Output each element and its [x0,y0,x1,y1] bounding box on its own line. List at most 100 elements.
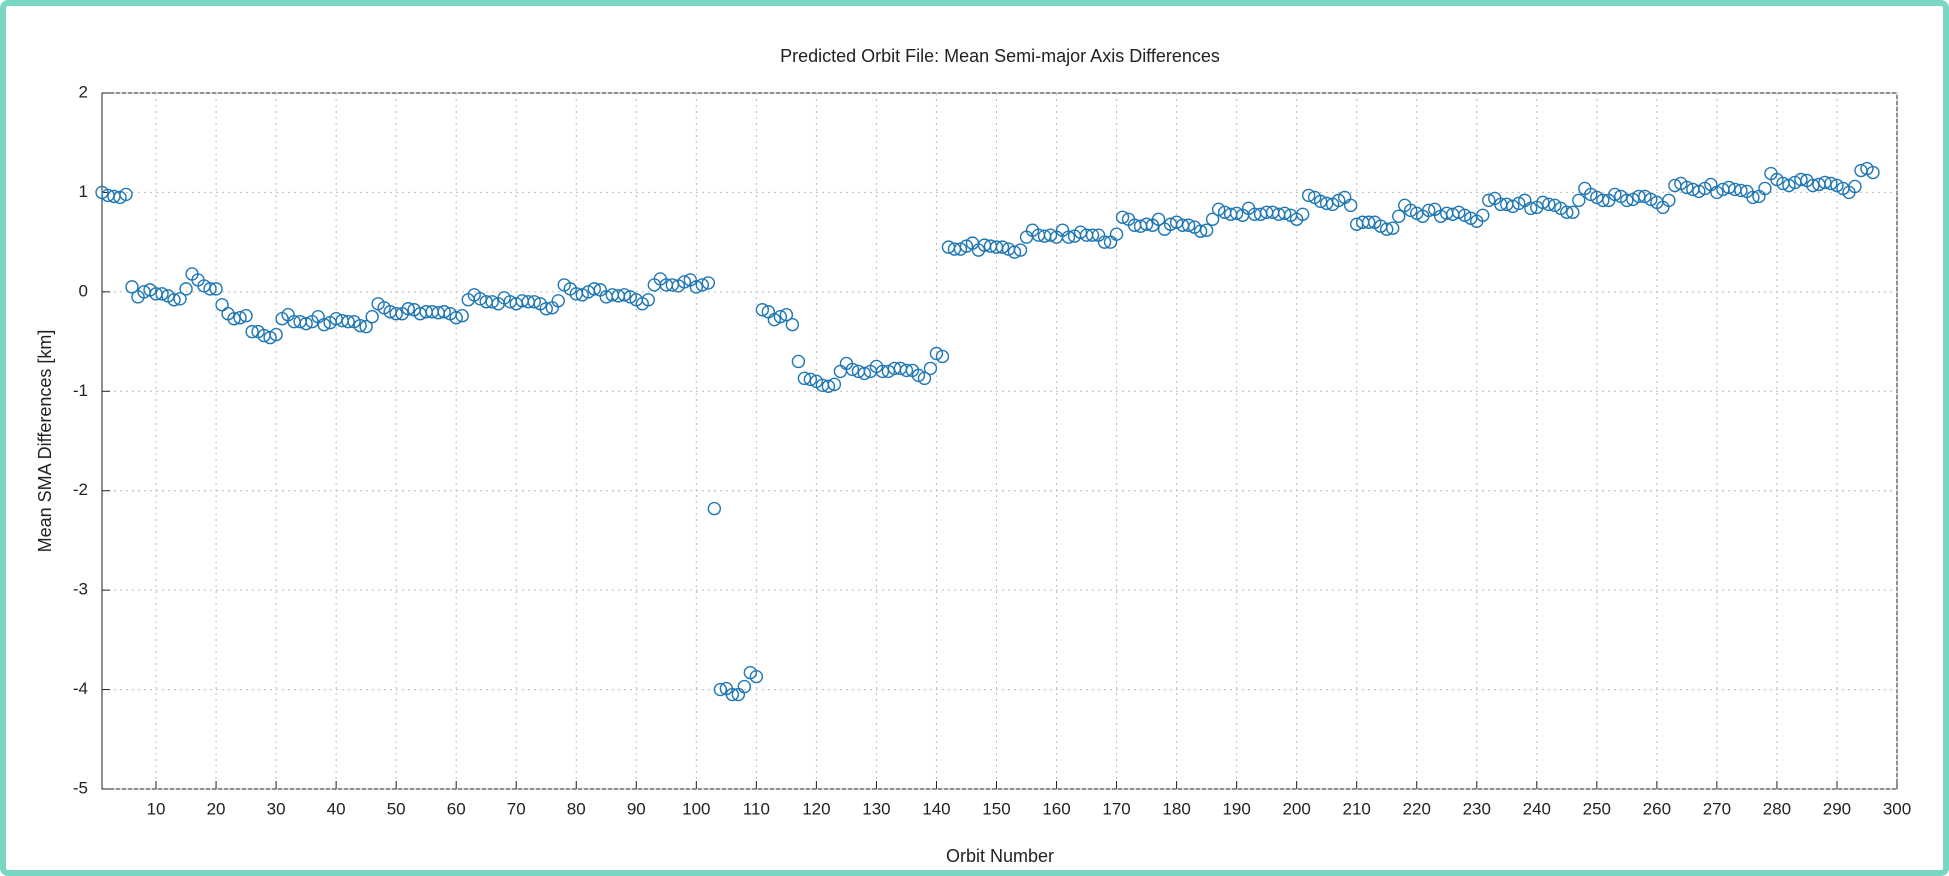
x-axis-label: Orbit Number [946,846,1054,866]
data-point [881,364,896,379]
data-point [473,292,487,306]
data-point [575,288,589,302]
y-tick-label: -1 [73,381,88,400]
data-point [1211,202,1226,217]
x-tick-label: 240 [1523,799,1551,818]
data-point [197,279,211,293]
data-point [1620,193,1634,208]
x-tick-label: 70 [507,799,526,818]
data-point [1482,193,1496,208]
data-point [713,682,728,697]
data-point [1073,225,1088,239]
data-point [119,187,133,202]
data-point [1542,197,1556,212]
data-point [233,311,247,325]
data-point [1866,165,1880,180]
data-point [341,314,355,329]
x-tick-label: 190 [1222,799,1250,818]
data-point [917,371,932,386]
y-tick-label: 1 [79,182,88,201]
data-point [821,379,836,394]
data-point [1392,209,1406,223]
x-tick-label: 180 [1162,799,1190,818]
data-point [1013,243,1028,257]
data-point [857,366,872,381]
data-point [1590,190,1604,205]
data-point [1572,193,1586,208]
data-point [953,242,968,256]
data-point [587,282,601,296]
data-point [1464,211,1478,225]
x-tick-label: 200 [1282,799,1310,818]
data-point [1061,230,1076,244]
data-point [203,282,217,296]
data-point [1115,210,1130,224]
data-point [1139,217,1154,231]
data-point [1458,208,1472,222]
x-tick-label: 50 [387,799,406,818]
data-point [1410,206,1424,221]
data-point [1536,195,1550,210]
data-point [1169,215,1184,229]
y-tick-label: 0 [79,281,88,300]
data-point [263,330,277,345]
data-point [749,669,764,684]
data-point [1476,208,1490,222]
data-point [125,280,139,294]
data-point [797,371,812,386]
y-axis-label: Mean SMA Differences [km] [35,330,55,553]
data-point [299,316,313,331]
data-point [1566,205,1580,220]
x-tick-label: 140 [922,799,950,818]
data-point [1181,218,1196,232]
x-tick-label: 280 [1763,799,1791,818]
data-point [437,305,451,319]
data-point [1331,193,1346,208]
data-point [1644,192,1658,207]
x-tick-label: 10 [147,799,166,818]
data-point [1422,203,1436,218]
x-tick-label: 30 [267,799,286,818]
data-point [1524,201,1538,216]
data-point [923,361,938,376]
x-tick-label: 130 [862,799,890,818]
data-point [353,318,367,333]
data-point [767,312,782,327]
data-point [791,354,806,369]
x-tick-label: 20 [207,799,226,818]
data-point [1506,199,1520,214]
data-point [1277,206,1292,221]
x-tick-label: 80 [567,799,586,818]
data-point [1794,172,1808,187]
x-tick-label: 300 [1883,799,1911,818]
data-point [677,275,692,289]
data-point [641,293,656,307]
data-point [1608,187,1622,202]
data-point [911,368,926,383]
data-point [227,312,241,326]
data-point [209,282,223,296]
data-point [773,310,788,324]
data-point [929,346,944,361]
data-point [899,363,914,378]
x-tick-label: 40 [327,799,346,818]
data-point [179,282,193,296]
x-tick-label: 120 [802,799,830,818]
data-point [755,303,770,317]
data-point [1692,184,1706,199]
data-point [1512,196,1526,211]
data-point [1746,190,1760,205]
data-point [485,295,499,309]
data-point [1830,178,1844,193]
data-point [1151,212,1166,226]
data-point [701,276,716,290]
x-tick-label: 210 [1343,799,1371,818]
data-point [665,278,680,292]
data-point [785,317,800,332]
data-point [779,308,794,322]
data-point [1584,187,1598,202]
data-point [695,278,710,292]
data-point [1319,196,1334,211]
data-point [1193,224,1208,238]
